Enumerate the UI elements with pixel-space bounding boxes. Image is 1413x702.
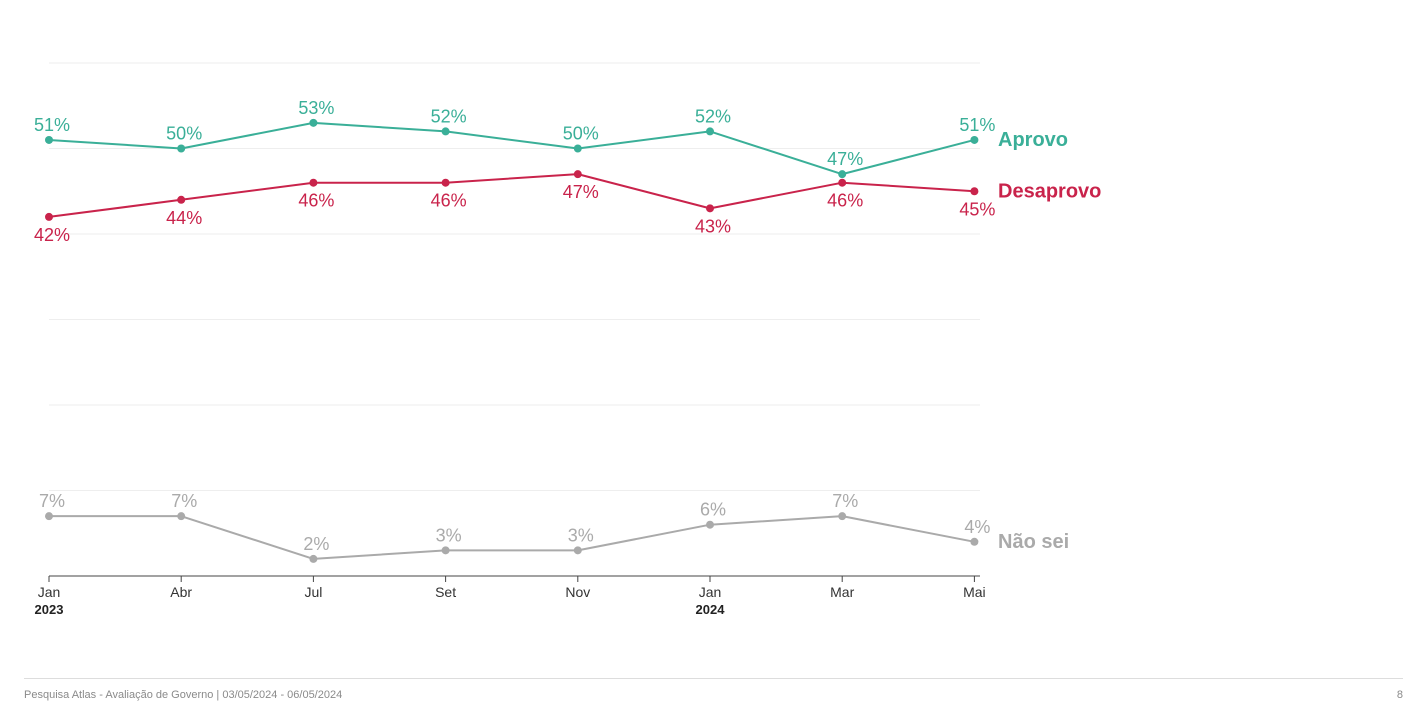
data-point-desaprovo [309,178,318,187]
data-point-aprovo [970,135,979,144]
data-point-aprovo [838,170,847,179]
series-name-aprovo: Aprovo [998,129,1068,151]
data-label-nao-sei: 7% [39,491,65,511]
data-point-desaprovo [177,195,186,204]
x-year-label: 2023 [35,602,64,617]
chart-svg: Jan Abr Jul Set Nov Jan Mar Mai 2023 2024 51% 50% 53… [34,62,1101,617]
series-name-nao-sei: Não sei [998,531,1069,553]
x-tick-label: Set [435,584,456,600]
data-label-nao-sei: 3% [436,525,462,545]
data-label-aprovo: 47% [827,149,863,169]
series-line-desaprovo [48,173,975,218]
data-point-nao-sei [45,512,53,521]
x-tick-label: Jul [304,584,322,600]
data-point-nao-sei [970,537,979,546]
x-tick-label: Mar [830,584,854,600]
data-point-nao-sei [573,546,582,555]
data-label-aprovo: 52% [431,106,467,126]
series-line-aprovo [48,121,975,176]
data-point-desaprovo [706,204,714,213]
data-label-nao-sei: 4% [964,517,990,537]
data-label-aprovo: 51% [34,115,70,135]
data-point-nao-sei [838,512,847,521]
data-point-desaprovo [838,178,847,187]
data-label-desaprovo: 47% [563,182,599,202]
x-tick-label: Jan [699,584,722,600]
data-label-desaprovo: 45% [959,199,995,219]
data-label-desaprovo: 46% [431,191,467,211]
data-label-aprovo: 51% [959,115,995,135]
x-tick-label: Mai [963,584,986,600]
data-label-desaprovo: 43% [695,216,731,236]
data-label-desaprovo: 46% [827,191,863,211]
series-name-desaprovo: Desaprovo [998,180,1101,202]
data-label-nao-sei: 6% [700,500,726,520]
data-point-nao-sei [441,546,450,555]
footer-source: Pesquisa Atlas - Avaliação de Governo | … [24,689,343,701]
data-point-aprovo [309,118,318,127]
data-label-desaprovo: 46% [298,191,334,211]
data-point-desaprovo [573,170,582,179]
data-point-aprovo [45,135,53,144]
x-tick-label: Abr [170,584,192,600]
series-line-nao-sei [49,515,975,560]
footer-divider [24,678,1403,679]
data-point-nao-sei [706,520,714,529]
data-label-aprovo: 50% [166,124,202,144]
data-point-aprovo [573,144,582,153]
data-point-aprovo [441,127,450,136]
x-year-label: 2024 [696,602,726,617]
data-point-aprovo [706,127,714,136]
data-label-nao-sei: 2% [303,534,329,554]
data-point-nao-sei [309,554,318,563]
data-point-aprovo [177,144,186,153]
data-label-desaprovo: 44% [166,208,202,228]
page-number: 8 [1396,689,1403,701]
x-tick-label: Nov [565,584,590,600]
data-point-desaprovo [45,212,53,221]
line-chart: Jan Abr Jul Set Nov Jan Mar Mai 2023 2024 51% 50% 53… [34,62,1101,617]
data-point-nao-sei [177,512,186,521]
x-tick-label: Jan [38,584,61,600]
data-label-nao-sei: 3% [568,525,594,545]
data-label-nao-sei: 7% [832,491,858,511]
data-label-aprovo: 52% [695,106,731,126]
data-label-desaprovo: 42% [34,225,70,245]
data-point-desaprovo [970,187,979,196]
data-label-nao-sei: 7% [171,491,197,511]
data-label-aprovo: 53% [298,98,334,118]
data-label-aprovo: 50% [563,124,599,144]
data-point-desaprovo [441,178,450,187]
